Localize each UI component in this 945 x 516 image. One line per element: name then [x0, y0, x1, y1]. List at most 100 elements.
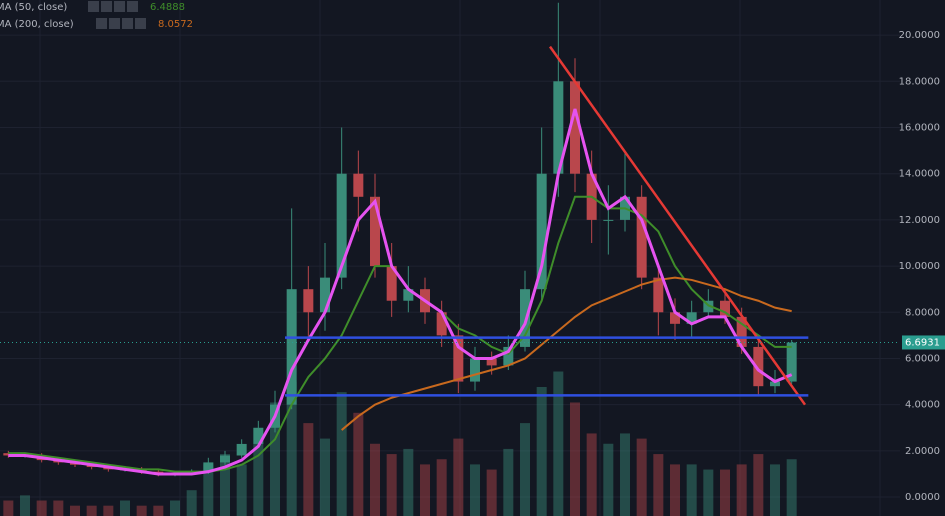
- volume-bar: [603, 443, 614, 516]
- volume-bar: [353, 412, 364, 516]
- volume-bar: [253, 443, 264, 516]
- y-tick-label: 20.0000: [899, 30, 940, 41]
- volume-bar: [686, 464, 697, 516]
- volume-bar: [770, 464, 780, 516]
- y-tick-label: 16.0000: [899, 122, 940, 133]
- volume-bar: [486, 469, 497, 516]
- volume-bar: [653, 454, 664, 516]
- volume-bar: [320, 438, 330, 516]
- last-price-box: [902, 335, 945, 350]
- legend-label: MA (50, close): [0, 2, 67, 13]
- y-tick-label: 8.0000: [905, 307, 940, 318]
- trend-line: [548, 45, 807, 406]
- volume-bar: [20, 495, 30, 516]
- volume-bar: [70, 505, 80, 516]
- y-tick-label: 2.0000: [905, 446, 940, 457]
- legend-label: MA (200, close): [0, 19, 74, 30]
- candle-body: [520, 289, 530, 347]
- volume-bar: [303, 423, 314, 516]
- volume-bar: [586, 433, 597, 516]
- volume-bar: [403, 448, 414, 516]
- candle-body: [636, 196, 647, 278]
- ma-line: [8, 108, 793, 476]
- legend-value: 6.4888: [150, 2, 185, 13]
- candle-body: [703, 300, 714, 313]
- volume-bar: [670, 464, 680, 516]
- volume-bar: [420, 464, 430, 516]
- volume-bar: [436, 459, 447, 516]
- candle-body: [320, 277, 330, 313]
- volume-bar: [470, 464, 480, 516]
- candle-body: [686, 312, 697, 324]
- volume-bar: [786, 459, 797, 516]
- candle-body: [253, 427, 264, 444]
- candle-body: [553, 81, 564, 174]
- volume-bar: [120, 500, 130, 516]
- volume-bar: [753, 454, 764, 516]
- volume-bar: [536, 387, 547, 516]
- volume-bar: [53, 500, 64, 516]
- candle-body: [470, 358, 480, 382]
- volume-bar: [186, 490, 197, 516]
- volume-bar: [370, 443, 380, 516]
- candle-body: [670, 312, 680, 324]
- candle-body: [236, 443, 247, 456]
- volume-bar: [3, 500, 14, 516]
- volume-bar: [86, 505, 97, 516]
- candle-body: [220, 455, 230, 463]
- candle-body: [303, 289, 314, 313]
- y-tick-label: 0.0000: [905, 492, 940, 503]
- candle-body: [653, 277, 664, 313]
- candle-body: [786, 342, 797, 382]
- candle-body: [570, 81, 580, 174]
- volume-bar: [336, 392, 347, 516]
- candle-body: [203, 462, 214, 472]
- volume-bar: [570, 402, 580, 516]
- volume-bar: [103, 505, 114, 516]
- legend-icons: [88, 1, 146, 29]
- candle-body: [386, 266, 397, 301]
- y-tick-label: 14.0000: [899, 169, 940, 180]
- y-tick-label: 4.0000: [905, 400, 940, 411]
- last-price-label: 6.6931: [905, 337, 940, 348]
- legend: MA (50, close) MA (200, close): [0, 1, 146, 30]
- candle-body: [453, 335, 464, 382]
- volume-bar: [503, 448, 514, 516]
- volume-bar: [236, 464, 247, 516]
- y-tick-label: 18.0000: [899, 76, 940, 87]
- y-tick-label: 12.0000: [899, 215, 940, 226]
- candle-body: [736, 316, 747, 347]
- candle-body: [486, 358, 497, 366]
- volume-bar: [136, 505, 147, 516]
- ma-line: [341, 276, 792, 431]
- volume-bar: [720, 469, 730, 516]
- volume-bar: [270, 402, 280, 516]
- candle-body: [353, 173, 364, 197]
- candle-body: [336, 173, 347, 278]
- volume-bar: [620, 433, 630, 516]
- candle-body: [436, 312, 447, 336]
- candle-body: [370, 196, 380, 267]
- volume-bar: [703, 469, 714, 516]
- legend-value: 8.0572: [158, 19, 193, 30]
- plot: [0, 0, 900, 516]
- candle-body: [403, 289, 414, 301]
- candle-body: [720, 300, 730, 317]
- volume-bar: [170, 500, 180, 516]
- volume-bar: [553, 371, 564, 516]
- candle-body: [536, 173, 547, 290]
- volume-bar: [286, 381, 297, 516]
- candle-body: [770, 381, 780, 387]
- volume-bar: [386, 454, 397, 516]
- y-tick-label: 6.0000: [905, 353, 940, 364]
- volume-bar: [220, 454, 230, 516]
- volume-bar: [636, 438, 647, 516]
- volume-bar: [203, 464, 214, 516]
- volume-bar: [453, 438, 464, 516]
- ma-line: [8, 195, 792, 473]
- candle-body: [503, 346, 514, 366]
- volume-bar: [36, 500, 47, 516]
- volume-bar: [153, 505, 164, 516]
- candle-body: [753, 346, 764, 387]
